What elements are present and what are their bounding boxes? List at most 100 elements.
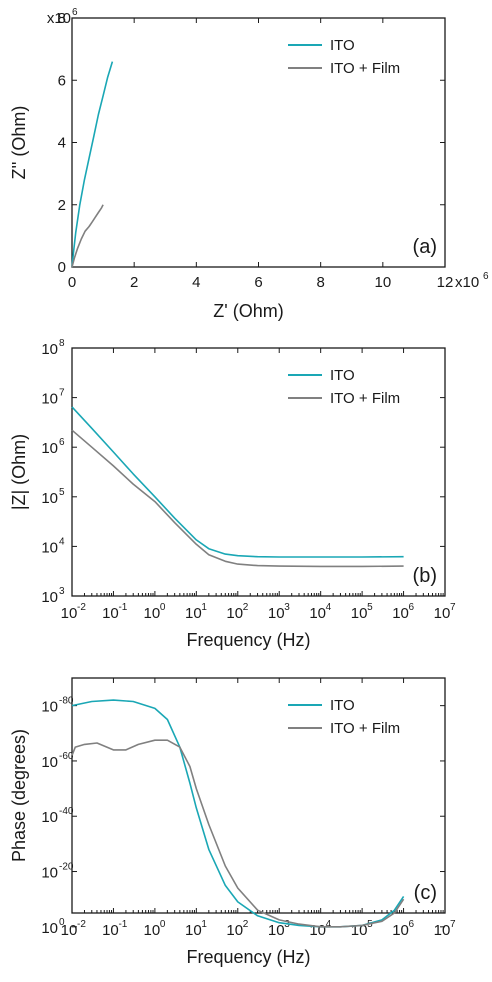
x-tick-label: 10 bbox=[144, 605, 161, 622]
panel-3: 10 -2 10 -1 10 0 10 1 10 2 10 3 10 4 10 5 10 6 10 710 010 -20… bbox=[9, 677, 456, 967]
x-tick-label: 10 bbox=[268, 605, 285, 622]
x-tick-exponent: 7 bbox=[450, 919, 456, 930]
y-tick-exponent: 8 bbox=[59, 338, 65, 349]
y-tick-label: 10 bbox=[41, 809, 58, 826]
y-tick-exponent: -60 bbox=[59, 751, 74, 762]
series-line-ito bbox=[71, 406, 404, 558]
x-tick-exponent: -2 bbox=[77, 602, 86, 613]
legend-label: ITO + Film bbox=[330, 720, 400, 737]
y-tick-exponent: 7 bbox=[59, 388, 65, 399]
x-tick-label: 10 bbox=[268, 922, 285, 939]
plot-frame bbox=[71, 677, 446, 914]
y-tick-exponent: -20 bbox=[59, 862, 74, 873]
panel-label: (c) bbox=[414, 882, 437, 904]
x-tick-exponent: 1 bbox=[201, 602, 207, 613]
plot-frame bbox=[71, 347, 446, 597]
x-tick-label: 10 bbox=[102, 605, 119, 622]
y-axis-multiplier-exponent: 6 bbox=[72, 7, 78, 18]
x-tick-label: 6 bbox=[254, 274, 262, 291]
y-tick-label: 10 bbox=[41, 754, 58, 771]
x-axis-multiplier-exponent: 6 bbox=[483, 271, 489, 282]
y-tick-exponent: -40 bbox=[59, 806, 74, 817]
y-tick-label: 10 bbox=[41, 589, 58, 606]
series-line-ito-film bbox=[71, 739, 405, 928]
y-tick-label: 10 bbox=[41, 391, 58, 408]
x-tick-label: 10 bbox=[434, 605, 451, 622]
legend-label: ITO + Film bbox=[330, 390, 400, 407]
x-tick-label: 2 bbox=[130, 274, 138, 291]
x-tick-label: 10 bbox=[351, 605, 368, 622]
x-tick-label: 10 bbox=[392, 922, 409, 939]
y-tick-exponent: -80 bbox=[59, 696, 74, 707]
legend-label: ITO bbox=[330, 37, 355, 54]
x-tick-exponent: 6 bbox=[409, 602, 415, 613]
x-tick-exponent: 2 bbox=[243, 602, 249, 613]
y-tick-label: 6 bbox=[58, 72, 66, 89]
x-tick-exponent: 1 bbox=[201, 919, 207, 930]
x-tick-label: 10 bbox=[226, 922, 243, 939]
y-tick-label: 0 bbox=[58, 259, 66, 276]
x-tick-exponent: 7 bbox=[450, 602, 456, 613]
series-line-ito-film bbox=[71, 204, 104, 268]
x-tick-exponent: 4 bbox=[326, 602, 332, 613]
x-axis-title: Frequency (Hz) bbox=[186, 947, 310, 967]
panel-label: (b) bbox=[413, 565, 437, 587]
legend-label: ITO + Film bbox=[330, 60, 400, 77]
y-tick-exponent: 3 bbox=[59, 586, 65, 597]
x-axis-title: Frequency (Hz) bbox=[186, 630, 310, 650]
y-tick-exponent: 5 bbox=[59, 487, 65, 498]
x-tick-exponent: -1 bbox=[118, 919, 127, 930]
y-tick-exponent: 6 bbox=[59, 437, 65, 448]
x-tick-label: 10 bbox=[392, 605, 409, 622]
panel-label: (a) bbox=[413, 236, 437, 258]
y-tick-exponent: 4 bbox=[59, 536, 65, 547]
x-tick-exponent: 0 bbox=[160, 602, 166, 613]
x-tick-label: 10 bbox=[185, 922, 202, 939]
panel-2: 10 -2 10 -1 10 0 10 1 10 2 10 3 10 4 10 5 10 6 10 710 310 410… bbox=[9, 338, 456, 650]
x-tick-label: 4 bbox=[192, 274, 200, 291]
y-tick-label: 10 bbox=[41, 440, 58, 457]
x-tick-exponent: 0 bbox=[160, 919, 166, 930]
x-tick-label: 8 bbox=[316, 274, 324, 291]
legend-label: ITO bbox=[330, 367, 355, 384]
y-tick-exponent: 0 bbox=[59, 917, 65, 928]
y-axis-title: Z'' (Ohm) bbox=[9, 106, 29, 180]
legend-label: ITO bbox=[330, 697, 355, 714]
x-tick-label: 10 bbox=[144, 922, 161, 939]
y-tick-label: 4 bbox=[58, 135, 66, 152]
y-axis-title: |Z| (Ohm) bbox=[9, 434, 29, 510]
x-tick-label: 10 bbox=[61, 922, 78, 939]
x-tick-label: 10 bbox=[226, 605, 243, 622]
y-tick-label: 10 bbox=[41, 341, 58, 358]
y-tick-label: 2 bbox=[58, 197, 66, 214]
series-line-ito bbox=[71, 61, 114, 268]
x-axis-title: Z' (Ohm) bbox=[213, 301, 283, 321]
plot-frame bbox=[71, 17, 446, 268]
x-tick-exponent: 3 bbox=[284, 602, 290, 613]
x-tick-label: 12 bbox=[437, 274, 454, 291]
y-tick-label: 10 bbox=[41, 865, 58, 882]
x-tick-label: 10 bbox=[309, 922, 326, 939]
x-tick-exponent: 4 bbox=[326, 919, 332, 930]
x-tick-exponent: 2 bbox=[243, 919, 249, 930]
x-tick-label: 10 bbox=[309, 605, 326, 622]
series-line-ito-film bbox=[71, 429, 404, 568]
x-tick-label: 10 bbox=[61, 605, 78, 622]
x-tick-label: 10 bbox=[185, 605, 202, 622]
y-tick-label: 8 bbox=[58, 10, 66, 27]
y-tick-label: 10 bbox=[41, 539, 58, 556]
x-tick-label: 0 bbox=[68, 274, 76, 291]
x-tick-exponent: 6 bbox=[409, 919, 415, 930]
x-tick-exponent: -1 bbox=[118, 602, 127, 613]
x-axis-multiplier: x10 bbox=[455, 274, 479, 291]
x-tick-exponent: 5 bbox=[367, 602, 373, 613]
y-tick-label: 10 bbox=[41, 699, 58, 716]
y-tick-label: 10 bbox=[41, 920, 58, 937]
x-tick-exponent: -2 bbox=[77, 919, 86, 930]
x-tick-label: 10 bbox=[434, 922, 451, 939]
x-tick-label: 10 bbox=[374, 274, 391, 291]
y-axis-multiplier: x10 bbox=[47, 10, 71, 27]
y-axis-title: Phase (degrees) bbox=[9, 729, 29, 862]
